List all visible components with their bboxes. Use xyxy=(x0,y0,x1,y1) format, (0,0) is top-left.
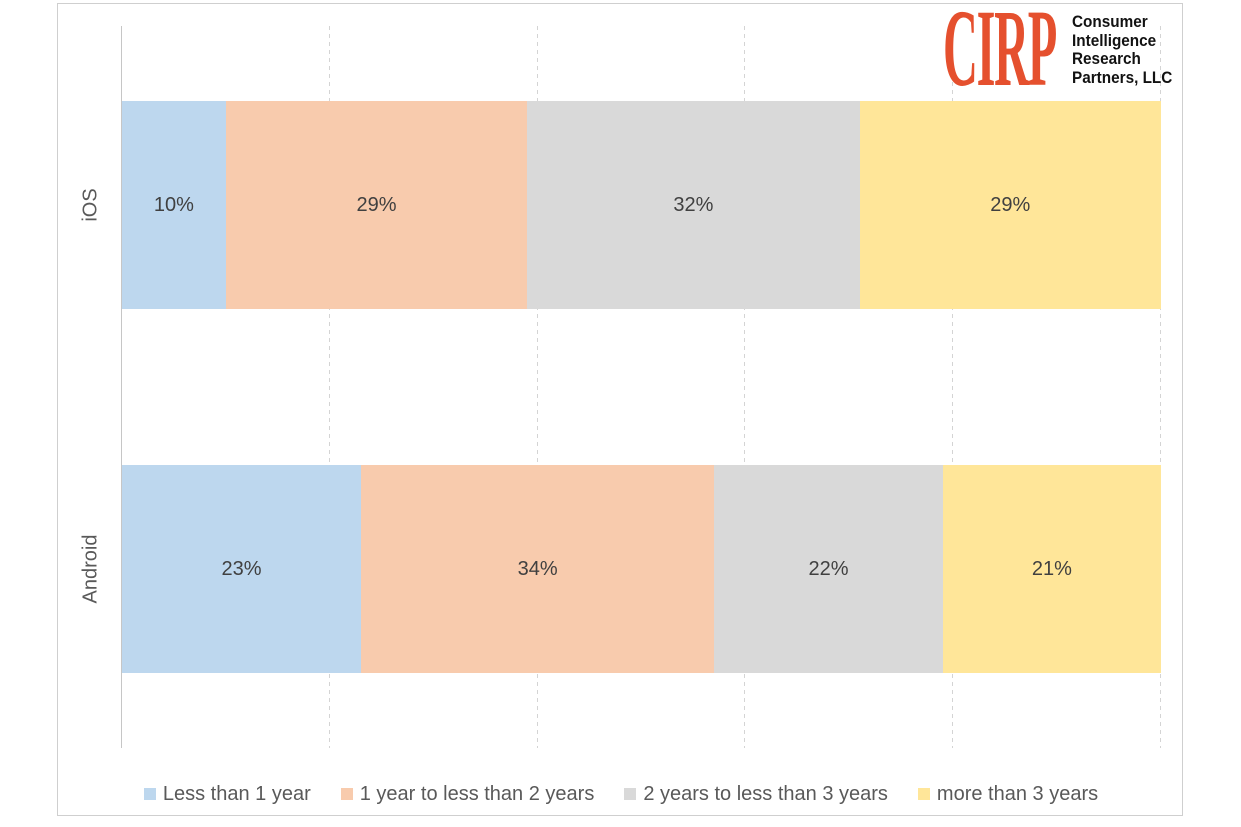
bar-segment: 34% xyxy=(360,465,715,673)
category-label-ios: iOS xyxy=(79,188,102,222)
legend-item: more than 3 years xyxy=(917,782,1099,806)
legend-swatch-icon xyxy=(340,788,353,800)
bar-segment: 29% xyxy=(225,101,528,309)
legend: Less than 1 year 1 year to less than 2 ye… xyxy=(58,780,1184,808)
bar-segment: 21% xyxy=(942,465,1161,673)
gridline-60% xyxy=(744,26,746,748)
gridline-100% xyxy=(1160,26,1161,748)
bar-row-ios: 10% 29% 32% 29% xyxy=(122,101,1161,309)
bar-segment: 23% xyxy=(122,465,361,673)
bar-segment: 10% xyxy=(122,101,226,309)
bar-value-label: 29% xyxy=(990,193,1031,216)
cirp-logo: CIRP Consumer Intelligence Research Part… xyxy=(943,0,1200,109)
legend-label: more than 3 years xyxy=(936,782,1099,805)
cirp-logo-acronym: CIRP xyxy=(943,0,1057,109)
legend-swatch-icon xyxy=(143,788,156,800)
gridline-40% xyxy=(536,26,538,748)
logo-org-line: Consumer xyxy=(1072,12,1148,31)
bar-segment: 29% xyxy=(859,101,1161,309)
bar-value-label: 21% xyxy=(1031,557,1072,580)
bar-value-label: 29% xyxy=(356,193,397,216)
category-axis-line xyxy=(121,26,122,748)
legend-item: Less than 1 year xyxy=(143,782,311,806)
bar-row-android: 23% 34% 22% 21% xyxy=(122,465,1161,673)
bar-value-label: 10% xyxy=(153,193,194,216)
legend-item: 1 year to less than 2 years xyxy=(340,782,595,806)
gridline-80% xyxy=(952,26,954,748)
logo-org-line: Research xyxy=(1072,49,1141,68)
legend-label: 2 years to less than 3 years xyxy=(643,782,888,805)
gridline-20% xyxy=(328,26,330,748)
legend-item: 2 years to less than 3 years xyxy=(624,783,888,806)
legend-label: Less than 1 year xyxy=(162,782,311,805)
legend-swatch-icon xyxy=(624,788,637,800)
bar-segment: 22% xyxy=(714,465,943,673)
bar-value-label: 22% xyxy=(808,557,849,580)
bar-value-label: 32% xyxy=(673,193,714,216)
bar-value-label: 23% xyxy=(221,557,262,580)
logo-org-line: Partners, LLC xyxy=(1072,67,1173,87)
bar-segment: 32% xyxy=(527,101,860,309)
category-label-android: Android xyxy=(79,534,102,604)
cirp-logo-org-name: Consumer Intelligence Research Partners,… xyxy=(1072,12,1173,87)
bar-value-label: 34% xyxy=(517,557,558,580)
legend-swatch-icon xyxy=(917,788,930,800)
logo-org-line: Intelligence xyxy=(1072,30,1157,50)
legend-label: 1 year to less than 2 years xyxy=(359,782,595,805)
